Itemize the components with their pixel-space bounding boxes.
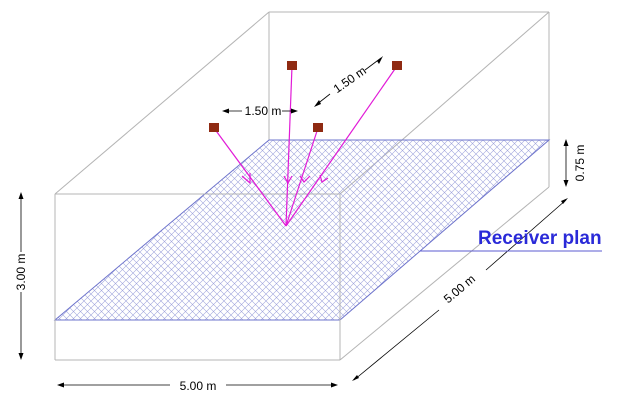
ray-paths <box>213 65 398 227</box>
ray-3-arrow <box>299 175 311 183</box>
dimension-spacing-x: 1.50 m <box>222 104 298 118</box>
dimension-width: 5.00 m <box>57 379 338 393</box>
ray-3 <box>285 127 319 227</box>
source-2 <box>287 61 297 70</box>
dimension-spacing-y: 1.50 m <box>314 56 383 107</box>
room-box-front <box>54 186 550 361</box>
spacing-y-label: 1.50 m <box>331 63 369 96</box>
height-label: 3.00 m <box>14 254 28 291</box>
receiver-label: Receiver plan <box>478 228 602 249</box>
width-label: 5.00 m <box>180 379 217 393</box>
receiver-callout: Receiver plan <box>420 228 602 252</box>
ray-4 <box>285 65 398 227</box>
sound-sources <box>209 61 402 132</box>
source-4 <box>392 61 402 70</box>
source-3 <box>313 123 323 132</box>
ray-1-arrow <box>241 173 251 185</box>
receiver-plane <box>53 139 551 321</box>
dimension-plane-height: 0.75 m <box>563 139 587 187</box>
spacing-x-label: 1.50 m <box>245 104 282 118</box>
room-box-back <box>54 11 550 195</box>
ray-4-arrow <box>319 174 329 183</box>
plane-height-label: 0.75 m <box>573 145 587 182</box>
source-1 <box>209 123 219 132</box>
depth-label: 5.00 m <box>441 272 478 306</box>
ray-2 <box>285 65 293 227</box>
dimension-height: 3.00 m <box>14 192 28 360</box>
ray-2-arrow <box>283 175 293 185</box>
